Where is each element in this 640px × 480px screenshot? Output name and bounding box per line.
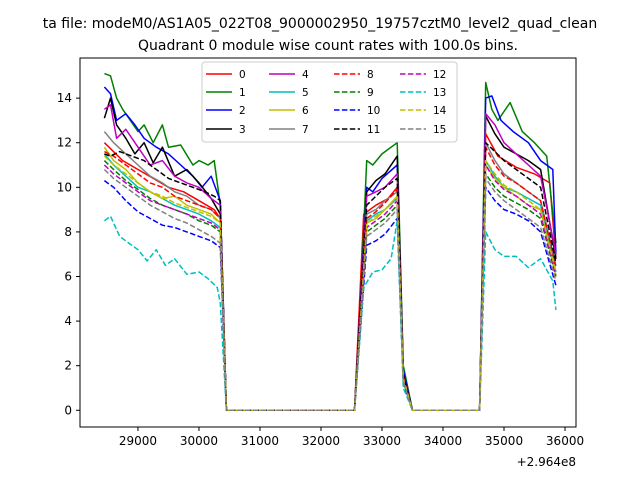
legend-label-8: 8 bbox=[367, 69, 374, 81]
legend-label-11: 11 bbox=[367, 124, 380, 136]
x-tick-label: 34000 bbox=[424, 434, 462, 448]
x-tick-label: 33000 bbox=[363, 434, 401, 448]
x-tick-label: 29000 bbox=[119, 434, 157, 448]
y-tick-label: 0 bbox=[64, 403, 72, 417]
y-tick-label: 2 bbox=[64, 359, 72, 373]
legend-label-6: 6 bbox=[302, 105, 309, 117]
y-tick-label: 8 bbox=[64, 225, 72, 239]
y-tick-label: 12 bbox=[57, 136, 72, 150]
series-line-4 bbox=[103, 104, 557, 412]
legend-label-15: 15 bbox=[433, 124, 446, 136]
x-axis: 29000 30000 31000 32000 33000 34000 35000 36000 bbox=[119, 427, 584, 448]
legend-label-2: 2 bbox=[239, 105, 246, 117]
series-line-10 bbox=[103, 179, 557, 412]
legend-label-1: 1 bbox=[239, 87, 246, 99]
series-line-15 bbox=[103, 168, 557, 412]
legend-frame bbox=[201, 61, 458, 143]
figure-suptitle: ta file: modeM0/AS1A05_022T08_9000002950… bbox=[43, 16, 597, 32]
x-tick-label: 32000 bbox=[302, 434, 340, 448]
y-tick-label: 6 bbox=[64, 270, 72, 284]
x-tick-label: 30000 bbox=[180, 434, 218, 448]
chart-title: Quadrant 0 module wise count rates with … bbox=[138, 38, 518, 54]
y-tick-label: 10 bbox=[57, 180, 72, 194]
legend-label-9: 9 bbox=[367, 87, 374, 99]
y-tick-label: 4 bbox=[64, 314, 72, 328]
series-line-6 bbox=[103, 146, 557, 412]
plot-lines bbox=[103, 72, 557, 412]
series-line-9 bbox=[103, 160, 557, 412]
legend-label-3: 3 bbox=[239, 124, 246, 136]
legend-label-13: 13 bbox=[433, 87, 446, 99]
legend-label-5: 5 bbox=[302, 87, 309, 99]
x-tick-label: 35000 bbox=[485, 434, 523, 448]
legend-label-0: 0 bbox=[239, 69, 246, 81]
legend-label-14: 14 bbox=[433, 105, 447, 117]
series-line-14 bbox=[103, 155, 557, 412]
legend-label-12: 12 bbox=[433, 69, 446, 81]
legend-label-10: 10 bbox=[367, 105, 380, 117]
series-line-13 bbox=[103, 215, 557, 412]
series-line-8 bbox=[104, 146, 557, 412]
legend-label-7: 7 bbox=[302, 124, 309, 136]
x-tick-label: 31000 bbox=[241, 434, 279, 448]
x-offset-label: +2.964e8 bbox=[517, 455, 576, 469]
legend-label-4: 4 bbox=[302, 69, 309, 81]
y-axis: 0 2 4 6 8 10 12 14 bbox=[57, 91, 80, 417]
series-line-5 bbox=[103, 153, 557, 412]
x-tick-label: 36000 bbox=[546, 434, 584, 448]
axes-frame bbox=[79, 57, 577, 428]
y-tick-label: 14 bbox=[57, 91, 72, 105]
series-line-0 bbox=[103, 133, 557, 412]
